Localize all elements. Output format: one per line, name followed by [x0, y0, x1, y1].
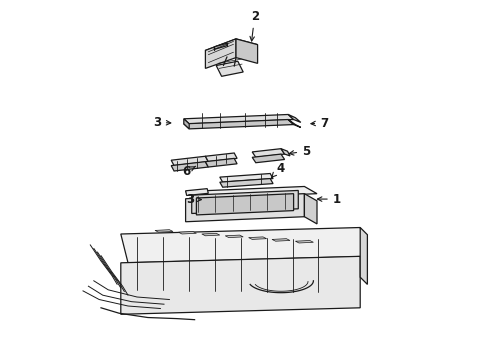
Polygon shape	[220, 179, 273, 187]
Polygon shape	[205, 39, 258, 56]
Polygon shape	[304, 194, 317, 224]
Polygon shape	[184, 119, 189, 129]
Polygon shape	[121, 256, 360, 314]
Polygon shape	[288, 114, 301, 122]
Polygon shape	[225, 235, 243, 238]
Polygon shape	[171, 156, 208, 166]
Polygon shape	[121, 228, 368, 263]
Polygon shape	[186, 189, 208, 195]
Text: 3: 3	[186, 193, 201, 206]
Polygon shape	[155, 230, 173, 232]
Text: 2: 2	[250, 10, 259, 41]
Polygon shape	[192, 190, 298, 213]
Polygon shape	[281, 149, 290, 156]
Polygon shape	[295, 240, 314, 243]
Polygon shape	[360, 228, 368, 284]
Polygon shape	[202, 233, 220, 236]
Polygon shape	[288, 120, 301, 127]
Polygon shape	[186, 194, 304, 222]
Polygon shape	[205, 153, 237, 162]
Polygon shape	[272, 239, 290, 241]
Polygon shape	[252, 149, 285, 157]
Text: 7: 7	[311, 117, 328, 130]
Polygon shape	[252, 154, 285, 163]
Text: 5: 5	[289, 145, 310, 158]
Text: 6: 6	[182, 165, 196, 178]
Polygon shape	[220, 174, 273, 182]
Polygon shape	[171, 162, 208, 171]
Polygon shape	[215, 43, 227, 49]
Polygon shape	[248, 237, 267, 239]
Polygon shape	[216, 61, 243, 76]
Polygon shape	[184, 114, 294, 124]
Polygon shape	[186, 186, 317, 199]
Polygon shape	[184, 120, 294, 129]
Polygon shape	[178, 231, 196, 234]
Polygon shape	[196, 194, 294, 215]
Text: 3: 3	[153, 116, 171, 129]
Text: 1: 1	[318, 193, 341, 206]
Text: 4: 4	[271, 162, 284, 177]
Polygon shape	[205, 39, 236, 68]
Polygon shape	[236, 39, 258, 63]
Polygon shape	[205, 158, 237, 167]
